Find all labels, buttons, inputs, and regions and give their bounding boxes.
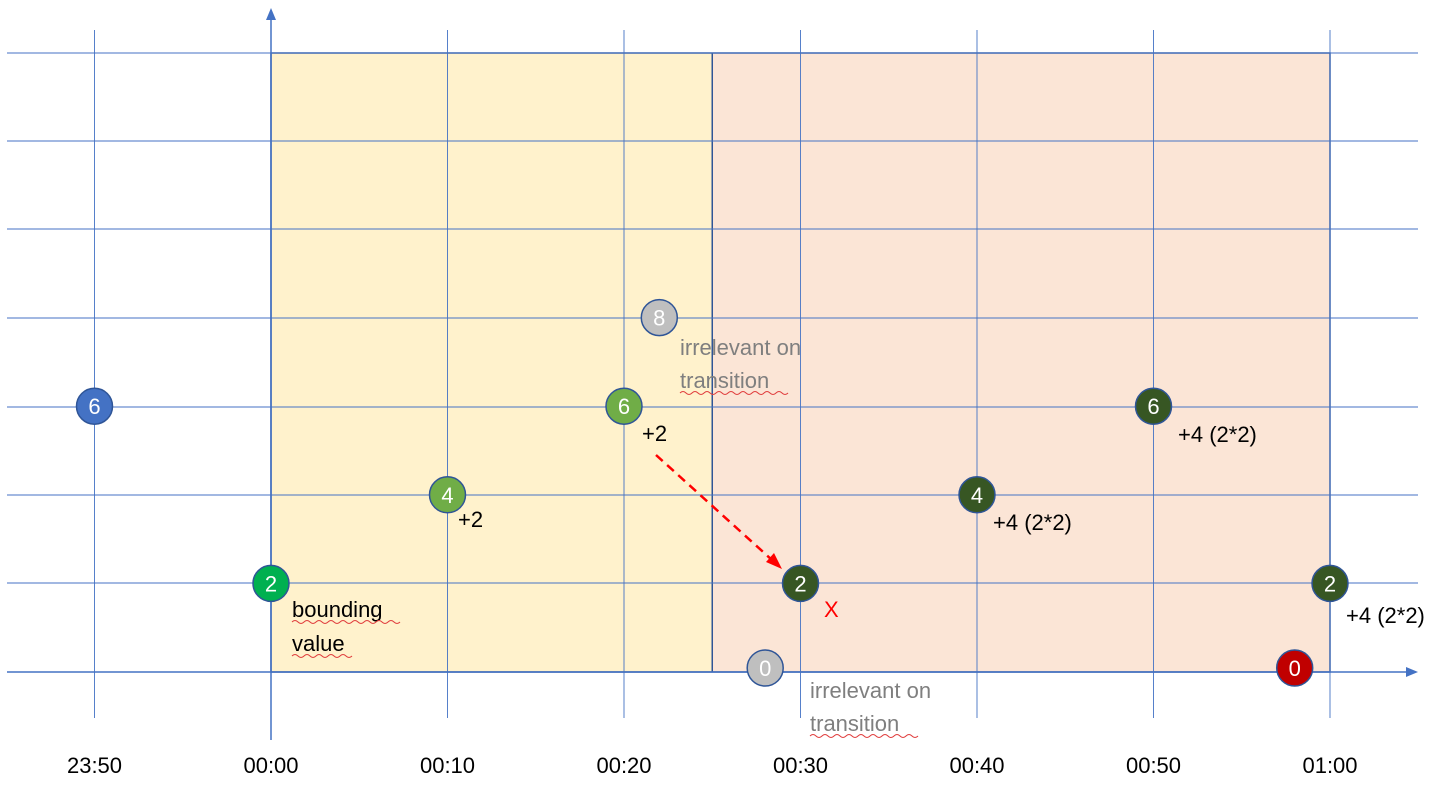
x-tick-label: 00:50	[1126, 753, 1181, 778]
increment-note-0040: +4 (2*2)	[993, 510, 1072, 535]
x-tick-label: 00:20	[596, 753, 651, 778]
regions-layer	[270, 52, 1331, 673]
data-point: 6	[1134, 387, 1173, 425]
increment-note-0020: +2	[642, 421, 667, 446]
data-point-marker	[958, 476, 996, 514]
data-point: 0	[1275, 649, 1314, 687]
data-point: 0	[746, 649, 784, 687]
irrelevant-note-lower-line2: transition	[810, 711, 899, 736]
data-point-label: 4	[971, 483, 983, 508]
grid-layer	[7, 30, 1418, 718]
increment-note-0050: +4 (2*2)	[1178, 422, 1257, 447]
x-tick-label: 00:00	[243, 753, 298, 778]
data-point-label: 2	[265, 571, 277, 596]
data-point-label: 2	[794, 571, 806, 596]
transition-arrow	[655, 454, 773, 561]
rejected-mark: X	[824, 597, 839, 622]
data-point: 2	[781, 564, 820, 603]
region-1	[712, 53, 1330, 672]
tick-labels: 23:50 00:00 00:10 00:20 00:30 00:40 00:50 01:00	[67, 753, 1358, 778]
data-point: 2	[1311, 564, 1349, 603]
x-axis-arrowhead	[1406, 667, 1418, 677]
x-tick-label: 23:50	[67, 753, 122, 778]
data-point-marker	[75, 387, 114, 425]
region-0	[271, 53, 713, 672]
data-point-marker	[640, 298, 679, 337]
irrelevant-note-upper-line1: irrelevant on	[680, 335, 801, 360]
irrelevant-note-lower-line1: irrelevant on	[810, 678, 931, 703]
data-point: 6	[75, 387, 114, 425]
spellcheck-underline	[291, 654, 353, 658]
data-point: 4	[958, 476, 996, 514]
data-point-label: 6	[1147, 394, 1159, 419]
transition-arrowhead	[766, 553, 782, 569]
data-point: 8	[640, 298, 679, 337]
data-point-marker	[781, 564, 820, 603]
data-point-marker	[605, 387, 643, 425]
data-point-marker	[252, 564, 290, 603]
x-tick-label: 01:00	[1302, 753, 1357, 778]
x-tick-label: 00:30	[773, 753, 828, 778]
data-point-marker	[1275, 649, 1314, 687]
data-point-marker	[1311, 564, 1349, 603]
spellcheck-underline	[809, 734, 919, 738]
data-point: 2	[252, 564, 290, 603]
bounding-note-line2: value	[292, 631, 345, 656]
data-point-marker	[1134, 387, 1173, 425]
spellcheck-underline	[679, 391, 789, 395]
transition-arrow-layer	[655, 454, 782, 569]
data-point: 4	[428, 476, 467, 514]
increment-note-0100: +4 (2*2)	[1346, 603, 1425, 628]
data-point-marker	[746, 649, 784, 687]
data-point-label: 6	[618, 394, 630, 419]
x-tick-label: 00:10	[420, 753, 475, 778]
points-layer: 6 2 4 6 8 0 2 4 6 2 0	[75, 298, 1349, 687]
spellcheck-underline	[291, 620, 401, 624]
data-point-marker	[428, 476, 467, 514]
data-point-label: 0	[1289, 656, 1301, 681]
data-point-label: 4	[441, 483, 453, 508]
y-axis-arrowhead	[266, 8, 276, 20]
data-point-label: 8	[653, 306, 665, 331]
data-point-label: 0	[759, 656, 771, 681]
data-point: 6	[605, 387, 643, 425]
data-point-label: 6	[88, 394, 100, 419]
data-point-label: 2	[1324, 571, 1336, 596]
bounding-note-line1: bounding	[292, 597, 383, 622]
x-tick-label: 00:40	[949, 753, 1004, 778]
increment-note-0010: +2	[458, 507, 483, 532]
axes-layer	[7, 8, 1418, 740]
irrelevant-note-upper-line2: transition	[680, 368, 769, 393]
